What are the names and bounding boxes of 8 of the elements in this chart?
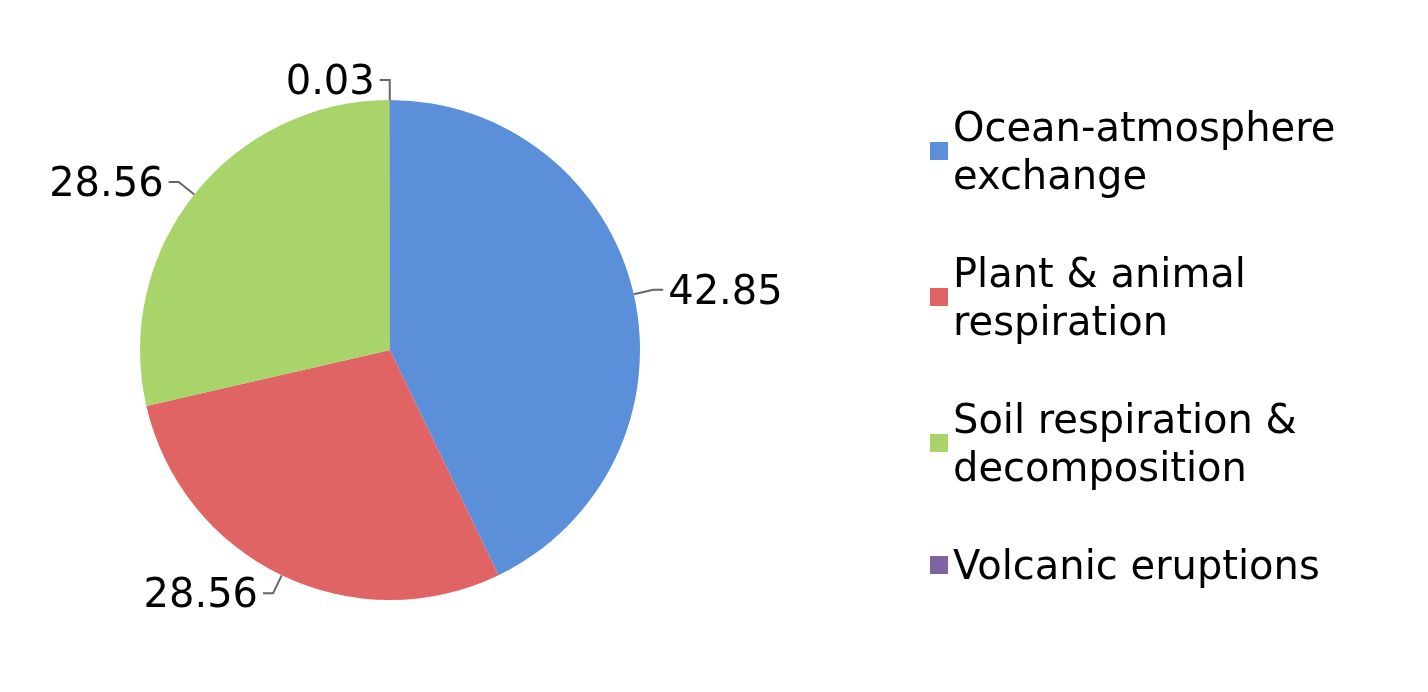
data-label: 42.85 xyxy=(668,266,783,313)
legend-label: Volcanic eruptions xyxy=(953,542,1320,588)
legend-label: Soil respiration & decomposition xyxy=(953,396,1310,490)
legend-label: Plant & animal respiration xyxy=(953,250,1259,344)
legend-label: Ocean-atmosphere exchange xyxy=(953,104,1349,198)
data-label: 28.56 xyxy=(143,570,259,617)
data-label: 28.56 xyxy=(49,158,164,205)
data-label: 0.03 xyxy=(285,57,375,103)
